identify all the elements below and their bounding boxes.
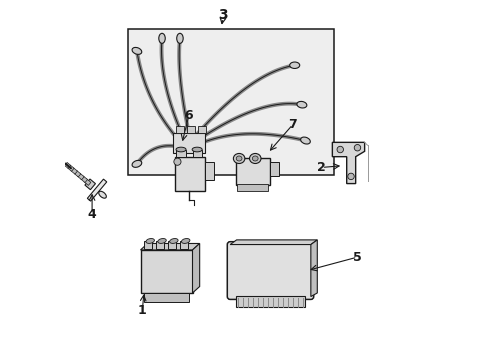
Bar [204,162,214,180]
Polygon shape [71,168,77,174]
Polygon shape [310,240,317,297]
Bar [176,126,184,134]
Circle shape [353,144,360,151]
Bar [140,250,192,293]
Polygon shape [68,165,74,171]
Text: 3: 3 [218,8,227,22]
Polygon shape [192,243,199,293]
Bar [192,149,202,157]
Bar [168,241,176,249]
Ellipse shape [132,160,142,167]
Circle shape [174,158,181,165]
Circle shape [336,146,343,153]
Ellipse shape [296,102,306,108]
Bar [237,184,267,191]
Bar [144,241,152,249]
Bar [128,30,333,175]
Polygon shape [140,243,199,250]
Ellipse shape [158,239,166,243]
Text: 6: 6 [184,109,193,122]
Polygon shape [87,179,106,201]
Ellipse shape [252,156,258,161]
Polygon shape [64,162,71,168]
Text: 1: 1 [138,305,146,318]
Ellipse shape [181,239,189,243]
Ellipse shape [233,153,244,163]
Polygon shape [78,173,84,180]
Ellipse shape [145,239,154,243]
Bar [156,241,164,249]
Ellipse shape [300,137,310,144]
Bar [187,126,195,134]
Polygon shape [230,240,317,244]
Ellipse shape [249,153,261,163]
Ellipse shape [176,147,185,152]
Text: 5: 5 [352,251,361,264]
Ellipse shape [289,62,299,68]
Circle shape [347,173,353,180]
Ellipse shape [192,147,202,152]
Bar [176,149,185,157]
FancyBboxPatch shape [227,242,313,300]
Ellipse shape [169,239,178,243]
Text: 7: 7 [288,118,297,131]
Ellipse shape [132,48,142,54]
Polygon shape [84,179,91,185]
Ellipse shape [176,33,183,43]
Bar [174,157,204,191]
Polygon shape [81,176,87,183]
Bar [198,126,205,134]
Ellipse shape [159,33,165,43]
Bar [180,241,187,249]
Bar [144,293,188,302]
Polygon shape [332,142,364,184]
Text: 4: 4 [87,208,96,221]
Polygon shape [74,171,81,177]
Bar [269,162,278,176]
Bar [172,134,204,153]
Ellipse shape [236,156,242,161]
Bar [235,158,269,185]
Polygon shape [85,179,95,190]
Ellipse shape [99,191,106,198]
Bar [235,296,305,307]
Text: 2: 2 [317,161,325,174]
